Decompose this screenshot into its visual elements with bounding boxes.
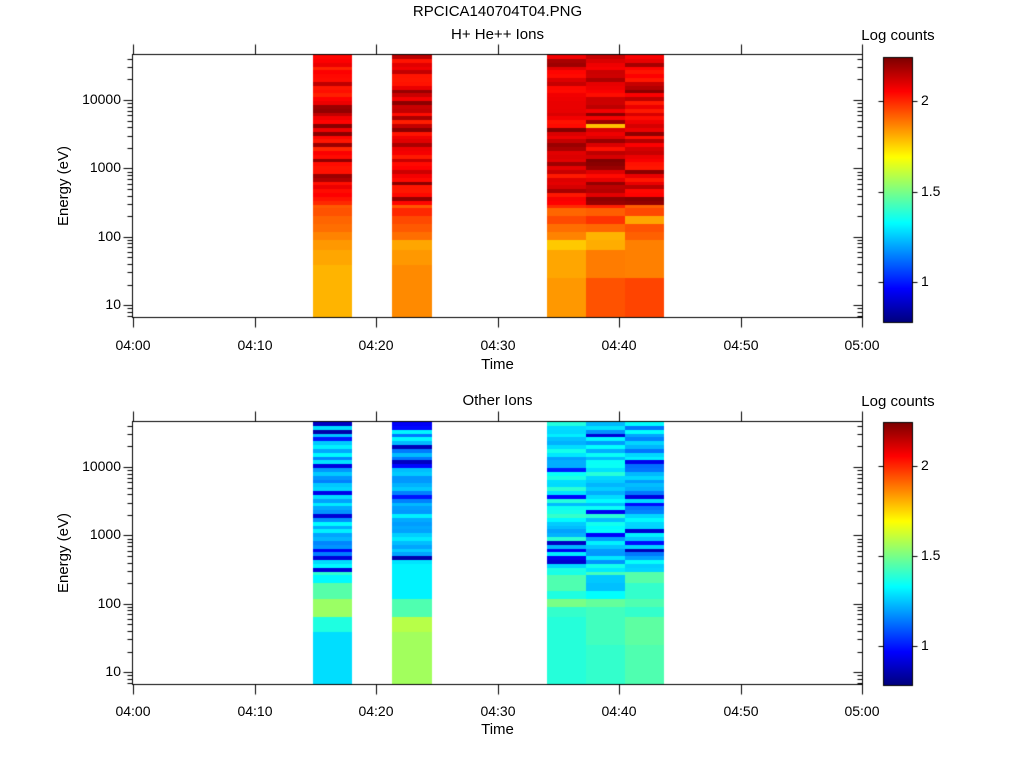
x-tick-label: 04:20 [358, 337, 394, 353]
panel-1-title: H+ He++ Ions [451, 26, 544, 43]
colorbar-tick-label: 1.5 [921, 547, 941, 563]
y-tick-label: 100 [97, 228, 121, 244]
x-tick-label: 04:50 [723, 703, 759, 719]
panel-2-title: Other Ions [462, 392, 533, 409]
x-tick-label: 04:40 [601, 337, 637, 353]
colorbar-tick-label: 2 [921, 457, 929, 473]
x-tick-label: 04:10 [237, 337, 273, 353]
panel-1-y-axis-label: Energy (eV) [54, 145, 72, 227]
x-tick-label: 04:00 [115, 703, 151, 719]
y-tick-label: 10 [105, 296, 121, 312]
y-tick-label: 100 [97, 595, 121, 611]
colorbar-tick-label: 2 [921, 92, 929, 108]
colorbar-tick-label: 1 [921, 637, 929, 653]
x-tick-label: 04:00 [115, 337, 151, 353]
colorbar-1-label: Log counts [861, 27, 935, 44]
x-tick-label: 04:30 [480, 337, 516, 353]
y-tick-label: 10000 [82, 91, 121, 107]
figure-title: RPCICA140704T04.PNG [412, 3, 583, 20]
colorbar-2-label: Log counts [861, 393, 935, 410]
panel-2-x-axis-label: Time [481, 721, 514, 738]
panel-1-x-axis-label: Time [481, 356, 514, 373]
x-tick-label: 04:20 [358, 703, 394, 719]
y-tick-label: 1000 [89, 159, 121, 175]
y-tick-label: 10 [105, 663, 121, 679]
x-tick-label: 05:00 [844, 703, 880, 719]
x-tick-label: 04:30 [480, 703, 516, 719]
x-tick-label: 04:50 [723, 337, 759, 353]
x-tick-label: 04:10 [237, 703, 273, 719]
y-tick-label: 1000 [89, 526, 121, 542]
colorbar-tick-label: 1 [921, 273, 929, 289]
panel-2-y-axis-label: Energy (eV) [54, 512, 72, 594]
colorbar-tick-label: 1.5 [921, 183, 941, 199]
x-tick-label: 05:00 [844, 337, 880, 353]
x-tick-label: 04:40 [601, 703, 637, 719]
y-tick-label: 10000 [82, 458, 121, 474]
